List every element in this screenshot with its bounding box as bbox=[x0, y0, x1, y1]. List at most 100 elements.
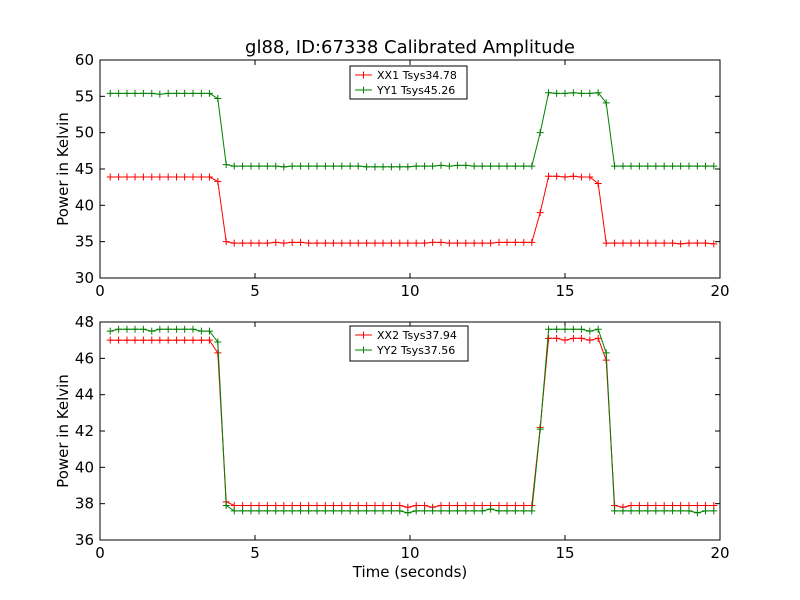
data-point bbox=[205, 173, 213, 181]
data-point bbox=[222, 238, 230, 246]
data-point bbox=[453, 507, 461, 515]
data-point bbox=[577, 325, 585, 333]
data-point bbox=[536, 425, 544, 433]
data-point bbox=[553, 89, 561, 97]
data-point bbox=[106, 327, 114, 335]
y-axis-label: Power in Kelvin bbox=[54, 112, 72, 226]
data-point bbox=[214, 338, 222, 346]
data-point bbox=[445, 239, 453, 247]
data-point bbox=[495, 162, 503, 170]
data-point bbox=[685, 507, 693, 515]
data-point bbox=[503, 238, 511, 246]
data-point bbox=[577, 334, 585, 342]
data-point bbox=[429, 507, 437, 515]
data-point bbox=[131, 173, 139, 181]
data-point bbox=[371, 163, 379, 171]
data-point bbox=[222, 501, 230, 509]
data-point bbox=[139, 336, 147, 344]
y-tick-label: 46 bbox=[75, 349, 94, 367]
data-point bbox=[627, 239, 635, 247]
data-point bbox=[619, 507, 627, 515]
data-point bbox=[189, 325, 197, 333]
legend-marker bbox=[360, 71, 367, 79]
data-point bbox=[181, 173, 189, 181]
y-tick-label: 45 bbox=[75, 160, 94, 178]
data-point bbox=[338, 239, 346, 247]
data-point bbox=[363, 239, 371, 247]
data-point bbox=[627, 162, 635, 170]
plot-frame bbox=[99, 321, 721, 541]
data-point bbox=[693, 501, 701, 509]
data-point bbox=[263, 239, 271, 247]
data-point bbox=[677, 162, 685, 170]
data-point bbox=[115, 325, 123, 333]
data-point bbox=[561, 325, 569, 333]
data-point bbox=[131, 336, 139, 344]
data-point bbox=[396, 163, 404, 171]
data-point bbox=[156, 336, 164, 344]
data-point bbox=[338, 507, 346, 515]
legend-entry: XX2 Tsys37.94 bbox=[377, 329, 457, 342]
data-point bbox=[693, 509, 701, 517]
x-tick-label: 0 bbox=[95, 282, 105, 300]
data-point bbox=[652, 239, 660, 247]
data-point bbox=[115, 336, 123, 344]
data-point bbox=[412, 162, 420, 170]
data-point bbox=[346, 162, 354, 170]
data-point bbox=[586, 173, 594, 181]
data-point bbox=[536, 209, 544, 217]
data-point bbox=[239, 239, 247, 247]
data-point bbox=[511, 162, 519, 170]
data-point bbox=[230, 162, 238, 170]
data-point bbox=[520, 162, 528, 170]
data-point bbox=[247, 507, 255, 515]
data-point bbox=[205, 336, 213, 344]
data-point bbox=[139, 325, 147, 333]
data-point bbox=[148, 336, 156, 344]
y-tick-label: 50 bbox=[75, 124, 94, 142]
legend-marker bbox=[360, 86, 367, 94]
data-point bbox=[685, 239, 693, 247]
legend-entry: YY1 Tsys45.26 bbox=[376, 84, 455, 97]
y-tick-label: 44 bbox=[75, 386, 94, 404]
data-point bbox=[404, 163, 412, 171]
data-point bbox=[577, 173, 585, 181]
data-point bbox=[404, 509, 412, 517]
data-point bbox=[710, 240, 718, 248]
data-point bbox=[313, 239, 321, 247]
data-point bbox=[297, 238, 305, 246]
data-point bbox=[561, 89, 569, 97]
data-point bbox=[139, 173, 147, 181]
data-point bbox=[421, 239, 429, 247]
data-point bbox=[594, 180, 602, 188]
data-point bbox=[536, 129, 544, 137]
x-tick-label: 20 bbox=[710, 544, 729, 562]
data-point bbox=[437, 507, 445, 515]
data-point bbox=[371, 239, 379, 247]
data-point bbox=[288, 507, 296, 515]
data-point bbox=[478, 239, 486, 247]
data-point bbox=[503, 507, 511, 515]
data-point bbox=[106, 173, 114, 181]
data-point bbox=[437, 238, 445, 246]
data-point bbox=[453, 161, 461, 169]
x-tick-label: 0 bbox=[95, 544, 105, 562]
data-point bbox=[677, 507, 685, 515]
data-point bbox=[131, 89, 139, 97]
data-point bbox=[594, 89, 602, 97]
data-point bbox=[520, 238, 528, 246]
data-point bbox=[685, 162, 693, 170]
plot-frame bbox=[99, 59, 721, 279]
data-point bbox=[577, 89, 585, 97]
data-point bbox=[429, 238, 437, 246]
data-point bbox=[313, 162, 321, 170]
data-point bbox=[164, 336, 172, 344]
data-point bbox=[669, 162, 677, 170]
data-point bbox=[569, 325, 577, 333]
data-point bbox=[354, 162, 362, 170]
data-point bbox=[660, 239, 668, 247]
x-tick-label: 5 bbox=[250, 282, 260, 300]
data-point bbox=[396, 239, 404, 247]
data-point bbox=[173, 325, 181, 333]
legend-marker bbox=[360, 331, 367, 339]
